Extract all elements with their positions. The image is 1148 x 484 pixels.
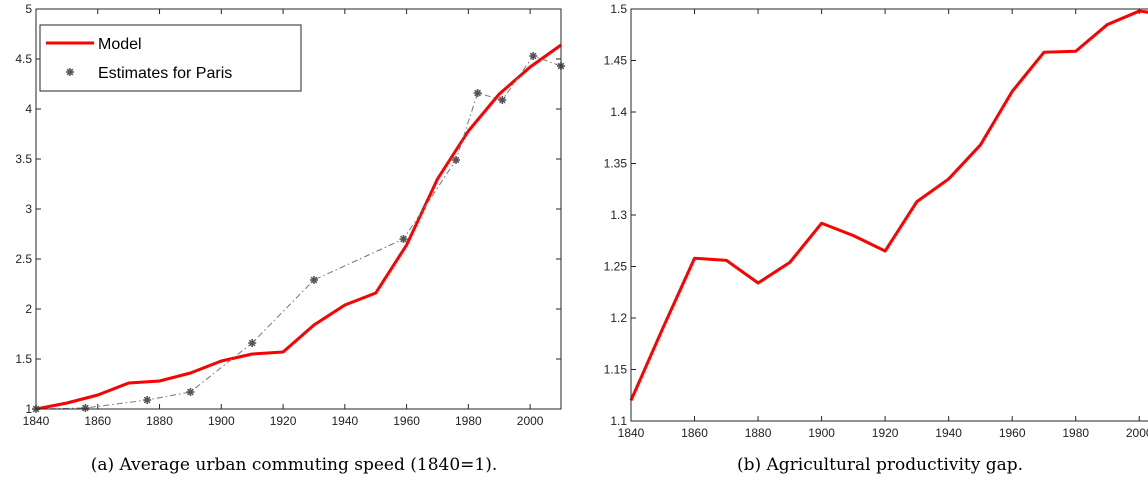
legend-paris-marker <box>66 68 74 76</box>
x-tick-label: 1900 <box>208 414 235 428</box>
y-tick-label: 1.5 <box>15 352 32 366</box>
y-tick-label: 1.5 <box>610 2 627 16</box>
legend-box <box>39 24 302 92</box>
series-1-marker <box>248 339 257 347</box>
y-tick-label: 1.15 <box>604 363 628 377</box>
panel-a-caption: (a) Average urban commuting speed (1840=… <box>91 455 498 475</box>
series-1-marker-stroke <box>82 404 89 412</box>
y-tick-label: 1.3 <box>610 208 627 222</box>
x-tick-label: 1880 <box>146 414 173 428</box>
x-tick-label: 1840 <box>23 414 50 428</box>
panel-a-series <box>32 43 565 413</box>
x-tick-label: 1940 <box>331 414 358 428</box>
x-tick-label: 1940 <box>935 426 962 440</box>
y-tick-label: 5 <box>25 2 32 16</box>
series-1-marker-stroke <box>452 156 460 164</box>
x-tick-label: 1860 <box>84 414 111 428</box>
y-tick-label: 3 <box>25 202 32 216</box>
y-tick-label: 1.1 <box>610 414 627 428</box>
x-tick-label: 2000 <box>517 414 544 428</box>
panel-b-caption: (b) Agricultural productivity gap. <box>737 455 1023 475</box>
panel-b-series <box>629 9 1148 402</box>
y-tick-label: 2.5 <box>15 252 32 266</box>
x-tick-label: 1900 <box>808 426 835 440</box>
legend-paris-swatch <box>66 68 74 76</box>
series-1-marker-stroke <box>187 388 194 396</box>
panel-a: 1840 1860 1880 1900 1920 1940 1960 1980 2000 1 1.5… <box>15 2 565 475</box>
panel-a-legend: Model Estimates for Paris <box>39 24 302 92</box>
x-tick-label: 1960 <box>393 414 420 428</box>
x-tick-label: 1840 <box>618 426 645 440</box>
y-tick-label: 1.25 <box>604 260 628 274</box>
y-tick-label: 4.5 <box>15 52 32 66</box>
x-tick-label: 1920 <box>872 426 899 440</box>
panel-b-ticks: 1840 1860 1880 1900 1920 1940 1960 1980 2000 1.1 1… <box>604 2 1148 440</box>
panel-a-ticks: 1840 1860 1880 1900 1920 1940 1960 1980 2000 1 1.5… <box>15 2 561 428</box>
series-1-marker-stroke <box>498 96 506 104</box>
series-0-line <box>35 43 562 411</box>
legend-model-label: Model <box>98 36 142 53</box>
y-tick-label: 4 <box>25 102 32 116</box>
series-1-marker-stroke <box>143 396 151 404</box>
y-tick-label: 1.45 <box>604 54 628 68</box>
y-tick-label: 1 <box>25 402 32 416</box>
y-tick-label: 3.5 <box>15 152 32 166</box>
legend-paris-marker-stroke <box>66 68 74 76</box>
x-tick-label: 1920 <box>270 414 297 428</box>
x-tick-label: 1980 <box>455 414 482 428</box>
y-tick-label: 1.4 <box>610 105 627 119</box>
y-tick-label: 1.2 <box>610 311 627 325</box>
series-1-marker-stroke <box>310 276 318 284</box>
legend-paris-label: Estimates for Paris <box>98 65 232 82</box>
x-tick-label: 1860 <box>681 426 708 440</box>
panel-b-axes-frame <box>630 8 1148 422</box>
series-1-marker-stroke <box>248 339 256 347</box>
series-1-marker <box>143 396 152 404</box>
series-1-marker-stroke <box>400 235 407 243</box>
series-1-marker <box>452 156 460 164</box>
y-tick-label: 1.35 <box>604 157 628 171</box>
series-1-marker <box>186 388 195 396</box>
series-1-marker-stroke <box>529 52 537 60</box>
x-tick-label: 1960 <box>999 426 1026 440</box>
x-tick-label: 1980 <box>1062 426 1089 440</box>
series-1-marker-stroke <box>474 89 482 97</box>
panel-b: 1840 1860 1880 1900 1920 1940 1960 1980 2000 1.1 1… <box>604 2 1148 475</box>
series-1-marker <box>529 52 538 60</box>
series-1-marker <box>309 276 318 284</box>
series-1-marker <box>473 89 482 97</box>
series-1-marker <box>81 404 90 412</box>
series-0-line <box>629 9 1148 402</box>
y-tick-label: 2 <box>25 302 32 316</box>
series-1-line <box>35 55 562 410</box>
x-tick-label: 1880 <box>745 426 772 440</box>
series-1-marker <box>399 235 408 243</box>
series-1-marker <box>498 96 507 104</box>
x-tick-label: 2000 <box>1126 426 1148 440</box>
